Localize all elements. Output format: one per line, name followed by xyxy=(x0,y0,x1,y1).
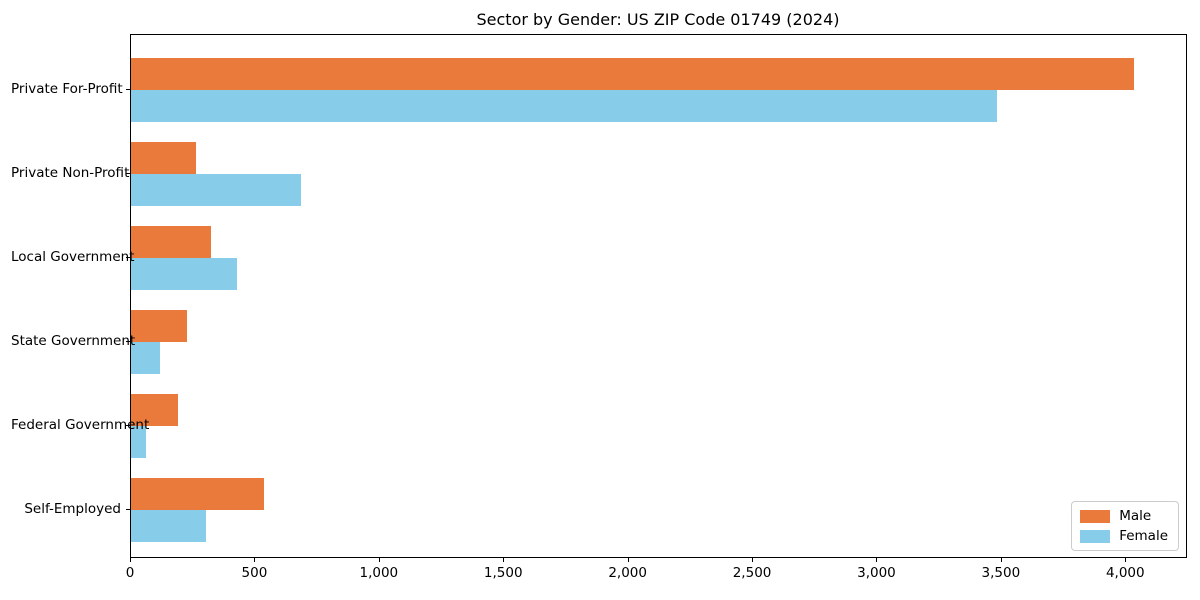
chart-title: Sector by Gender: US ZIP Code 01749 (202… xyxy=(476,10,840,29)
legend-label-male: Male xyxy=(1119,508,1152,524)
x-tick-label: 500 xyxy=(241,565,268,581)
y-tick-mark xyxy=(126,341,130,342)
bar-male-3 xyxy=(131,226,211,258)
bar-female-6 xyxy=(131,510,206,542)
y-tick-label: Local Government xyxy=(11,249,135,265)
bar-male-2 xyxy=(131,142,196,174)
y-tick-label: Private Non-Profit xyxy=(11,165,130,181)
x-tick-label: 2,500 xyxy=(732,565,772,581)
x-tick-label: 1,000 xyxy=(359,565,399,581)
x-tick-label: 4,000 xyxy=(1105,565,1145,581)
x-tick-mark xyxy=(503,558,505,562)
male-swatch xyxy=(1080,509,1111,523)
legend-label-female: Female xyxy=(1119,528,1168,544)
bar-female-3 xyxy=(131,258,237,290)
legend-item-female: Female xyxy=(1080,529,1168,543)
y-tick-mark xyxy=(126,173,130,174)
plot-area: Male Female xyxy=(130,34,1187,558)
bar-female-4 xyxy=(131,342,160,374)
x-tick-mark xyxy=(1125,558,1127,562)
x-tick-label: 1,500 xyxy=(483,565,523,581)
legend-item-male: Male xyxy=(1080,509,1168,523)
y-tick-label: Self-Employed xyxy=(24,501,121,517)
x-tick-mark xyxy=(752,558,754,562)
x-tick-mark xyxy=(254,558,256,562)
x-tick-label: 3,000 xyxy=(857,565,896,581)
female-swatch xyxy=(1080,529,1111,543)
y-tick-mark xyxy=(126,425,130,426)
x-tick-label: 0 xyxy=(125,565,135,581)
x-tick-mark xyxy=(378,558,380,562)
x-tick-label: 2,000 xyxy=(608,565,647,581)
bar-male-4 xyxy=(131,310,187,342)
x-tick-mark xyxy=(1000,558,1002,562)
bar-female-1 xyxy=(131,90,997,122)
y-tick-label: Private For-Profit xyxy=(11,81,123,97)
y-tick-label: State Government xyxy=(11,333,136,349)
bar-female-2 xyxy=(131,174,302,206)
bar-female-5 xyxy=(131,426,146,458)
y-tick-mark xyxy=(126,509,130,510)
x-tick-label: 3,500 xyxy=(981,565,1021,581)
bar-male-1 xyxy=(131,58,1134,90)
y-tick-mark xyxy=(126,257,130,258)
bar-male-5 xyxy=(131,394,179,426)
y-tick-label: Federal Government xyxy=(11,417,150,433)
bar-male-6 xyxy=(131,478,265,510)
legend: Male Female xyxy=(1071,501,1179,551)
x-tick-mark xyxy=(627,558,629,562)
x-tick-mark xyxy=(876,558,878,562)
y-tick-mark xyxy=(126,89,130,90)
x-tick-mark xyxy=(130,558,131,562)
